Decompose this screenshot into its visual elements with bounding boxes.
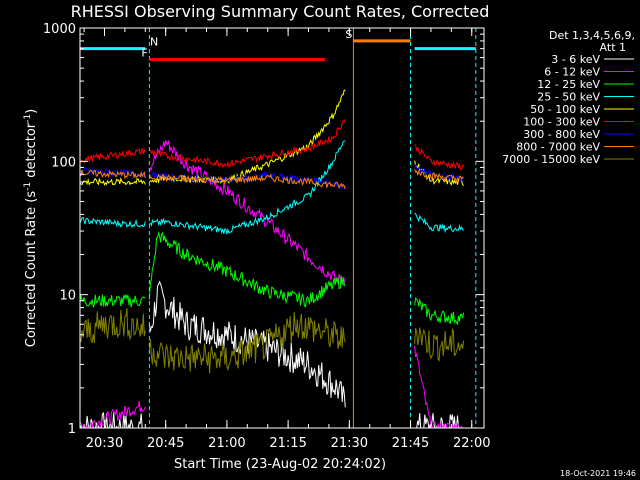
x-tick-label: 20:45 [147,436,184,451]
legend-label: 300 - 800 keV [523,128,600,141]
legend-label: 800 - 7000 keV [516,141,600,154]
legend-header-line-2: Att 1 [600,41,626,54]
legend-label: 12 - 25 keV [537,78,600,91]
legend-header-line-1: Det 1,3,4,5,6,9, [549,29,635,42]
chart-title: RHESSI Observing Summary Count Rates, Co… [71,2,490,21]
x-axis-label: Start Time (23-Aug-02 20:24:02) [174,457,386,472]
series-3 [80,231,465,325]
x-tick-label: 22:00 [453,436,490,451]
bar-f: F [141,47,325,62]
legend-label: 7000 - 15000 keV [502,153,600,166]
series-line [80,308,465,374]
y-tick-label: 1000 [43,22,76,37]
series-line [80,231,465,325]
series-line [80,168,464,190]
bar-label: F [141,47,147,60]
series-2 [80,140,464,428]
x-tick-label: 21:00 [208,436,245,451]
y-axis-label: Corrected Count Rate (s-1 detector-1) [23,109,39,347]
y-tick-label: 1 [68,422,76,437]
series-line [80,140,464,428]
x-tick-label: 21:30 [331,436,368,451]
x-tick-label: 20:30 [86,436,123,451]
legend-label: 3 - 6 keV [551,53,600,66]
y-tick-label: 100 [51,155,76,170]
series-6 [80,119,465,171]
series-line [80,119,465,171]
series-9 [80,308,465,374]
legend-label: 6 - 12 keV [544,66,600,79]
plot-frame [79,27,485,429]
x-tick-label: 21:15 [269,436,306,451]
legend-label: 100 - 300 keV [523,116,600,129]
x-tick-label: 21:45 [392,436,429,451]
bar-n: N [80,28,477,428]
legend-label: 25 - 50 keV [537,91,600,104]
series-8 [80,168,464,190]
timestamp: 18-Oct-2021 19:46 [560,469,636,478]
series-4 [80,140,464,235]
series-line [80,140,464,235]
y-tick-label: 10 [59,289,76,304]
bar-label: N [150,36,158,49]
legend-label: 50 - 100 keV [530,103,600,116]
